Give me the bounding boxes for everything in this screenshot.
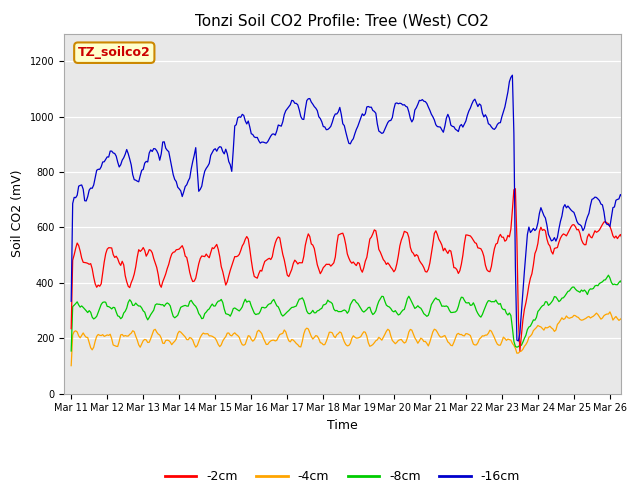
Y-axis label: Soil CO2 (mV): Soil CO2 (mV) — [11, 170, 24, 257]
Text: TZ_soilco2: TZ_soilco2 — [78, 46, 150, 59]
Legend: -2cm, -4cm, -8cm, -16cm: -2cm, -4cm, -8cm, -16cm — [160, 465, 525, 480]
X-axis label: Time: Time — [327, 419, 358, 432]
Title: Tonzi Soil CO2 Profile: Tree (West) CO2: Tonzi Soil CO2 Profile: Tree (West) CO2 — [195, 13, 490, 28]
